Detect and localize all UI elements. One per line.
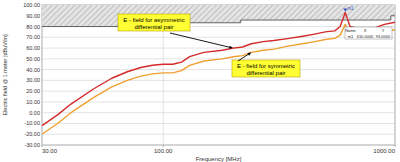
- grid-line: [42, 134, 395, 135]
- y-tick-label: 80.00: [26, 24, 40, 30]
- y-tick-label: 100.00: [23, 2, 40, 8]
- marker-table-cell: m1: [348, 34, 354, 39]
- series-line: [42, 24, 395, 134]
- plot-marks: [42, 5, 395, 134]
- y-tick-label: 20.00: [26, 88, 40, 94]
- grid-line: [42, 101, 395, 102]
- grid-line: [42, 69, 395, 70]
- y-tick-label: 10.00: [26, 99, 40, 105]
- marker-table: [345, 27, 392, 39]
- annotation-text: differential pair: [134, 24, 173, 30]
- grid-line: [42, 112, 395, 113]
- y-tick-label: 90.00: [26, 13, 40, 19]
- y-axis-title: Electric field @ 1 meter [dBuV/m]: [2, 34, 8, 116]
- x-tick: [395, 145, 396, 147]
- grid-line: [42, 123, 395, 124]
- marker-table-cell: 610.0000: [357, 34, 374, 39]
- grid-line: [395, 5, 396, 145]
- marker-table-header: X: [364, 28, 367, 33]
- annotation-arrow: [238, 54, 249, 61]
- annotation-arrow: [170, 33, 230, 47]
- marker-table-header: Y: [382, 28, 385, 33]
- annotation-box: [232, 60, 300, 77]
- y-tick-label: 30.00: [26, 77, 40, 83]
- grid-line: [42, 80, 395, 81]
- y-tick-label: 60.00: [26, 45, 40, 51]
- series-line: [42, 13, 395, 126]
- plot-frame: [42, 5, 395, 145]
- x-tick-label: 100.00: [154, 148, 173, 154]
- annotation-text: E - field for asymmetric: [123, 17, 184, 23]
- annotation-arrowhead: [247, 52, 251, 55]
- y-tick-label: 40.00: [26, 67, 40, 73]
- y-tick-label: 0.00: [29, 110, 40, 116]
- marker-table-cell: 93.0000: [376, 34, 391, 39]
- grid-line: [42, 145, 395, 146]
- x-tick-label: 30.00: [42, 148, 58, 154]
- x-tick-label: 1000.00: [373, 148, 395, 154]
- chart: 100.00 90.00 80.00 70.00 60.00 50.00 40.00 30.0…: [0, 0, 400, 162]
- annotation-text: differential pair: [246, 70, 285, 76]
- grid-line: [42, 37, 395, 38]
- grid-line: [42, 91, 395, 92]
- y-tick-label: -20.00: [24, 131, 40, 137]
- annotation-box: [118, 14, 190, 31]
- x-tick: [163, 145, 164, 147]
- marker-label: m1: [347, 6, 354, 11]
- annotation-text: E - field for symmetric: [237, 63, 295, 69]
- grid-line: [42, 48, 395, 49]
- y-tick-label: 70.00: [26, 34, 40, 40]
- x-tick: [42, 145, 43, 147]
- marker-table-header: Name: [345, 28, 356, 33]
- y-tick-label: 50.00: [26, 56, 40, 62]
- x-axis-title: Frequency [MHz]: [196, 156, 242, 162]
- y-tick-label: -30.00: [24, 142, 40, 148]
- annotation-arrowhead: [229, 46, 233, 49]
- y-tick-label: -10.00: [24, 120, 40, 126]
